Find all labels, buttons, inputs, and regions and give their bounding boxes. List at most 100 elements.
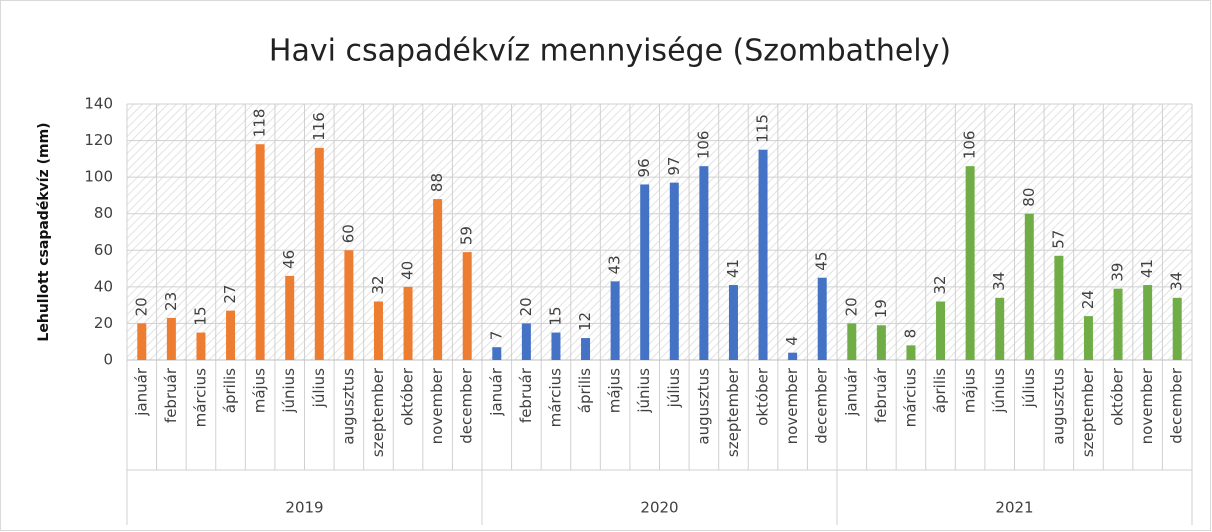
bar bbox=[373, 301, 383, 360]
data-label: 59 bbox=[458, 226, 476, 245]
x-tick-label: május bbox=[606, 368, 624, 413]
data-label: 4 bbox=[783, 336, 801, 346]
bar bbox=[728, 285, 738, 360]
bar bbox=[166, 317, 176, 360]
data-label: 24 bbox=[1079, 290, 1097, 309]
bar bbox=[610, 281, 620, 360]
x-tick-label: március bbox=[901, 368, 919, 428]
data-label: 41 bbox=[724, 259, 742, 278]
data-label: 20 bbox=[842, 297, 860, 316]
bar bbox=[640, 184, 650, 360]
data-label: 23 bbox=[162, 292, 180, 311]
data-label: 41 bbox=[1138, 259, 1156, 278]
y-tick-label: 60 bbox=[94, 241, 113, 259]
bar bbox=[669, 182, 679, 360]
x-tick-label: április bbox=[576, 368, 594, 413]
x-tick-label: november bbox=[783, 367, 801, 444]
x-tick-label: október bbox=[754, 367, 772, 426]
x-tick-label: május bbox=[251, 368, 269, 413]
x-tick-label: január bbox=[132, 367, 150, 417]
x-tick-label: február bbox=[517, 367, 535, 423]
x-tick-label: május bbox=[961, 368, 979, 413]
x-tick-label: december bbox=[458, 367, 476, 444]
data-label: 106 bbox=[961, 131, 979, 160]
data-label: 45 bbox=[813, 252, 831, 271]
x-tick-label: március bbox=[191, 368, 209, 428]
bar bbox=[1054, 255, 1064, 360]
x-tick-label: június bbox=[280, 368, 298, 414]
data-label: 97 bbox=[665, 157, 683, 176]
bar bbox=[492, 347, 502, 360]
bar bbox=[876, 325, 886, 360]
data-label: 34 bbox=[990, 272, 1008, 291]
x-tick-label: október bbox=[1109, 367, 1127, 426]
data-label: 115 bbox=[754, 114, 772, 143]
bar bbox=[699, 166, 709, 360]
bar bbox=[936, 301, 946, 360]
x-tick-label: április bbox=[221, 368, 239, 413]
y-tick-label: 120 bbox=[84, 131, 113, 149]
bar bbox=[196, 332, 206, 360]
bar bbox=[226, 310, 236, 360]
data-label: 60 bbox=[339, 224, 357, 243]
data-label: 8 bbox=[901, 329, 919, 339]
data-label: 32 bbox=[369, 275, 387, 294]
x-tick-label: január bbox=[487, 367, 505, 417]
x-tick-label: július bbox=[1020, 368, 1038, 409]
x-tick-label: június bbox=[990, 368, 1008, 414]
bar bbox=[551, 332, 561, 360]
bar bbox=[817, 277, 827, 360]
data-label: 96 bbox=[635, 158, 653, 177]
bar bbox=[995, 297, 1005, 360]
data-label: 116 bbox=[310, 112, 328, 141]
data-label: 88 bbox=[428, 173, 446, 192]
data-label: 40 bbox=[399, 261, 417, 280]
y-tick-label: 80 bbox=[94, 204, 113, 222]
data-label: 106 bbox=[694, 131, 712, 160]
data-label: 15 bbox=[191, 306, 209, 325]
x-tick-label: április bbox=[931, 368, 949, 413]
x-tick-label: november bbox=[1138, 367, 1156, 444]
bar bbox=[581, 338, 591, 360]
group-label: 2020 bbox=[640, 499, 678, 517]
data-label: 43 bbox=[606, 255, 624, 274]
x-tick-label: február bbox=[872, 367, 890, 423]
x-tick-label: szeptember bbox=[1079, 367, 1097, 457]
bar bbox=[758, 149, 768, 360]
bar bbox=[788, 352, 798, 360]
data-label: 39 bbox=[1109, 263, 1127, 282]
data-label: 46 bbox=[280, 250, 298, 269]
x-tick-label: június bbox=[635, 368, 653, 414]
bar bbox=[847, 323, 857, 360]
y-tick-label: 40 bbox=[94, 277, 113, 295]
bar bbox=[137, 323, 147, 360]
x-tick-label: november bbox=[428, 367, 446, 444]
x-tick-label: augusztus bbox=[339, 368, 357, 445]
bar bbox=[1024, 213, 1034, 360]
y-tick-label: 20 bbox=[94, 314, 113, 332]
y-tick-label: 0 bbox=[103, 351, 113, 369]
x-tick-label: december bbox=[1168, 367, 1186, 444]
x-tick-label: október bbox=[399, 367, 417, 426]
data-label: 20 bbox=[132, 297, 150, 316]
x-tick-label: szeptember bbox=[369, 367, 387, 457]
x-tick-label: február bbox=[162, 367, 180, 423]
bar bbox=[965, 166, 975, 360]
y-axis-label: Lehullott csapadékvíz (mm) bbox=[36, 122, 52, 341]
x-tick-label: július bbox=[665, 368, 683, 409]
bar bbox=[1113, 288, 1123, 360]
bar bbox=[906, 345, 916, 360]
bar bbox=[433, 199, 443, 360]
y-tick-label: 140 bbox=[84, 95, 113, 113]
data-label: 32 bbox=[931, 275, 949, 294]
bar bbox=[285, 275, 295, 360]
y-tick-label: 100 bbox=[84, 168, 113, 186]
bar bbox=[344, 250, 354, 360]
chart-title: Havi csapadékvíz mennyisége (Szombathely… bbox=[269, 34, 951, 69]
data-label: 57 bbox=[1049, 230, 1067, 249]
x-tick-label: augusztus bbox=[1049, 368, 1067, 445]
bar bbox=[1083, 316, 1093, 360]
data-label: 20 bbox=[517, 297, 535, 316]
data-label: 15 bbox=[546, 306, 564, 325]
